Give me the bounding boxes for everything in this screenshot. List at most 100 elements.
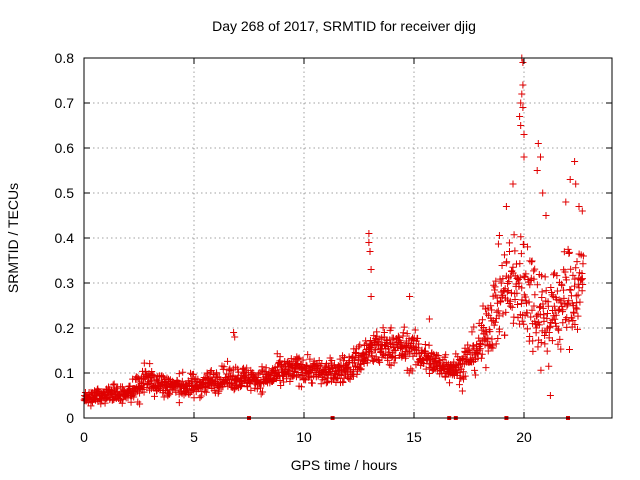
data-point xyxy=(557,299,565,307)
data-point xyxy=(406,293,414,300)
data-point xyxy=(516,113,524,120)
data-point xyxy=(552,319,560,327)
data-point xyxy=(571,158,579,165)
data-point xyxy=(213,370,221,378)
data-point xyxy=(565,249,573,257)
data-point xyxy=(178,377,186,385)
data-point xyxy=(380,328,388,336)
data-point xyxy=(543,310,551,318)
data-point xyxy=(390,359,398,367)
data-point xyxy=(365,239,373,246)
data-point xyxy=(494,334,502,342)
data-point xyxy=(518,284,526,292)
data-point xyxy=(230,329,238,336)
data-point xyxy=(524,243,532,251)
data-point xyxy=(566,286,574,294)
data-point xyxy=(364,353,372,361)
data-point xyxy=(490,281,498,289)
data-point xyxy=(559,306,567,314)
data-point xyxy=(436,357,444,365)
data-point xyxy=(480,323,488,331)
data-point xyxy=(565,297,573,305)
data-point xyxy=(379,324,387,332)
data-point xyxy=(533,281,541,289)
data-point xyxy=(118,383,126,391)
data-point xyxy=(553,272,561,280)
data-point xyxy=(422,365,430,373)
data-point xyxy=(572,264,580,272)
data-point xyxy=(476,346,484,354)
data-point xyxy=(527,313,535,321)
data-point xyxy=(477,354,485,362)
data-point xyxy=(558,281,566,289)
data-point xyxy=(575,284,583,292)
data-point xyxy=(494,307,502,315)
y-tick-label: 0.6 xyxy=(55,140,75,156)
data-point xyxy=(425,369,433,377)
data-point xyxy=(502,308,510,316)
data-point xyxy=(492,277,500,285)
data-point xyxy=(345,375,353,383)
data-point xyxy=(517,99,525,107)
data-point xyxy=(379,351,387,359)
data-point xyxy=(484,347,492,355)
data-point xyxy=(299,356,307,364)
data-point xyxy=(353,370,361,378)
data-point xyxy=(295,354,303,362)
data-point xyxy=(510,231,518,239)
data-point xyxy=(539,189,547,197)
data-point xyxy=(538,288,546,296)
data-point xyxy=(561,268,569,276)
data-point xyxy=(535,321,543,329)
data-point xyxy=(259,388,267,396)
data-point xyxy=(537,366,545,374)
data-point xyxy=(543,314,551,322)
y-tick-label: 0 xyxy=(66,410,74,426)
data-point xyxy=(538,272,546,280)
data-point xyxy=(505,239,513,247)
data-point xyxy=(520,131,528,138)
data-point xyxy=(578,275,586,283)
data-point xyxy=(376,358,384,366)
data-point xyxy=(190,370,198,378)
data-point xyxy=(515,279,523,287)
data-point xyxy=(545,362,553,370)
data-point xyxy=(399,329,407,337)
data-point xyxy=(478,316,486,324)
data-point xyxy=(556,335,564,343)
data-point xyxy=(150,392,158,400)
data-point xyxy=(537,339,545,347)
data-point xyxy=(547,284,555,292)
data-point xyxy=(571,320,579,328)
data-point xyxy=(496,325,504,333)
data-point xyxy=(179,368,187,376)
data-point xyxy=(109,381,117,389)
data-point xyxy=(387,324,395,332)
data-point xyxy=(118,399,126,407)
data-point xyxy=(491,318,499,326)
data-point xyxy=(134,398,142,406)
data-point xyxy=(304,351,312,359)
data-point xyxy=(573,305,581,313)
data-point xyxy=(520,320,528,328)
data-point xyxy=(280,378,288,386)
data-point xyxy=(528,258,536,266)
x-tick-label: 15 xyxy=(406,429,422,445)
data-point xyxy=(498,261,506,269)
data-point xyxy=(425,341,433,349)
data-point xyxy=(569,271,577,279)
data-point xyxy=(519,104,527,111)
data-point xyxy=(434,352,442,360)
data-point xyxy=(523,325,531,333)
data-point xyxy=(497,297,505,305)
data-point xyxy=(550,302,558,310)
data-point xyxy=(509,180,517,188)
data-point xyxy=(551,315,559,323)
data-point xyxy=(492,291,500,299)
data-point xyxy=(247,386,255,394)
data-point xyxy=(567,286,575,294)
data-point xyxy=(566,176,574,183)
y-tick-labels: 0 0.1 0.2 0.3 0.4 0.5 0.6 0.7 0.8 xyxy=(55,50,75,426)
y-tick-label: 0.7 xyxy=(55,95,75,111)
